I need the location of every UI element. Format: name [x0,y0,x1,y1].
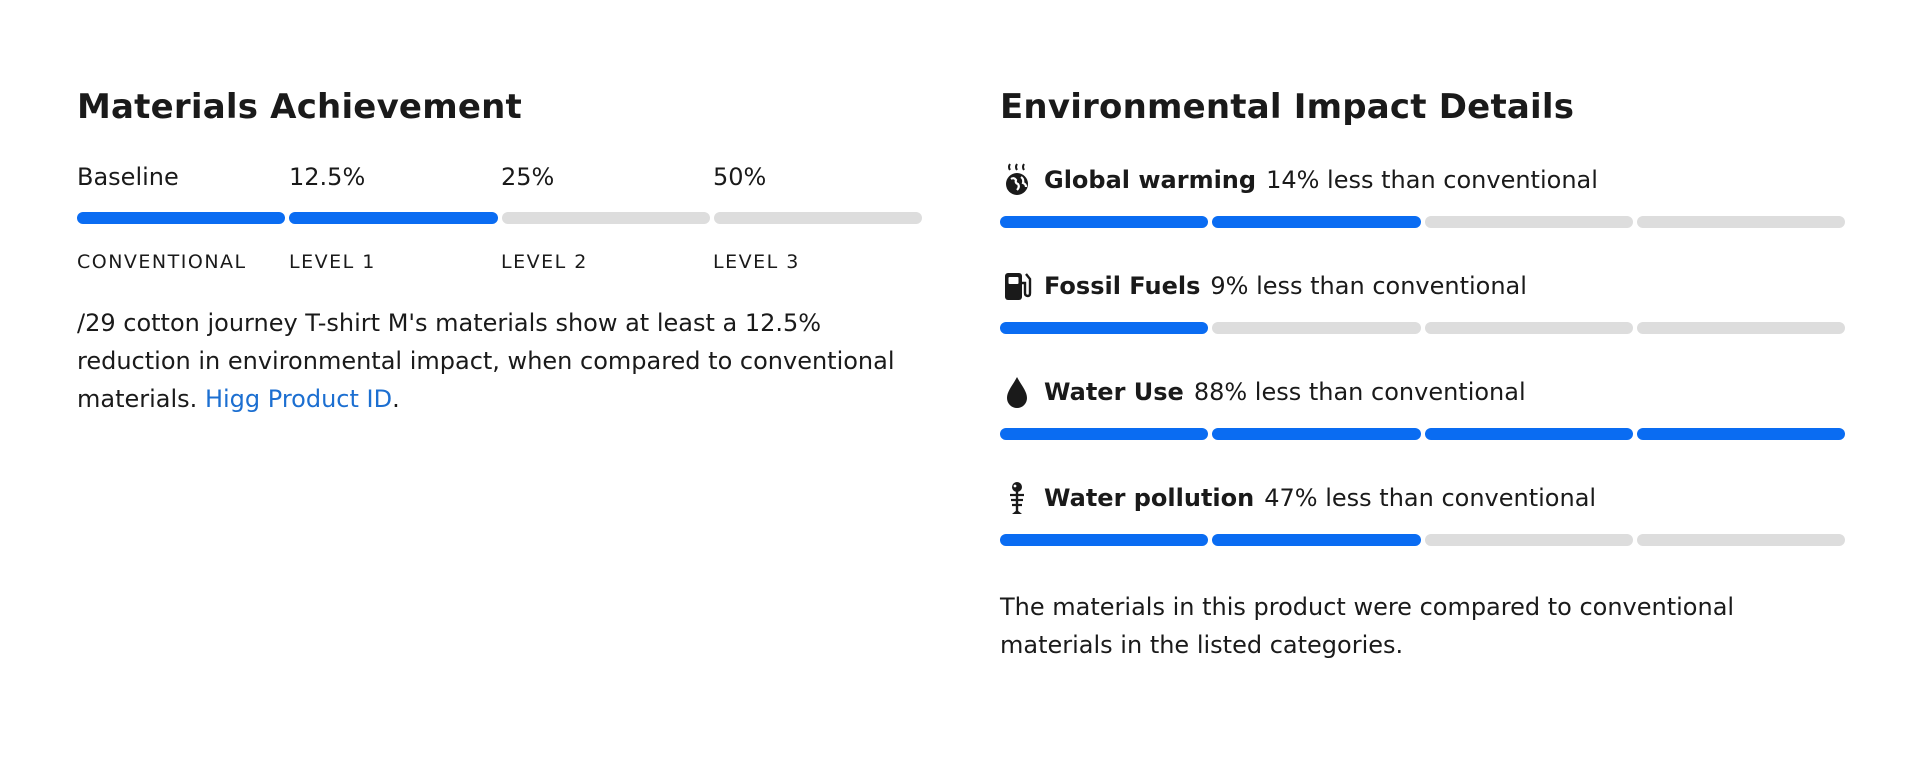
impact-water-pollution: Water pollution 47% less than convention… [1000,478,1845,546]
progress-segment [1424,216,1633,228]
progress-segment [1636,534,1845,546]
progress-segment [1000,216,1209,228]
impact-header: Global warming 14% less than conventiona… [1000,160,1845,200]
description-text: /29 cotton journey T-shirt M's materials… [77,309,895,413]
progress-segment [1424,322,1633,334]
impact-water-use: Water Use 88% less than conventional [1000,372,1845,440]
level-name-3: LEVEL 3 [713,251,800,273]
environmental-impact-section: Environmental Impact Details Global warm… [1000,84,1845,664]
progress-segment [289,212,498,224]
progress-segment [1636,216,1845,228]
progress-segment [1424,534,1633,546]
global-warming-icon [1000,162,1034,198]
impact-name: Water pollution [1044,484,1255,512]
impact-note: The materials in this product were compa… [1000,593,1735,659]
impact-name: Global warming [1044,166,1257,194]
level-name-conventional: CONVENTIONAL [77,251,247,273]
level-name-1: LEVEL 1 [289,251,376,273]
impact-text: 9% less than conventional [1210,272,1527,300]
materials-achievement-section: Materials Achievement Baseline 12.5% 25%… [77,84,922,418]
progress-segment [501,212,710,224]
impact-progress-bar [1000,534,1845,546]
impact-text: 47% less than conventional [1264,484,1597,512]
impact-header: Fossil Fuels 9% less than conventional [1000,266,1845,306]
progress-segment [1636,428,1845,440]
level-value-3: 50% [713,163,767,191]
progress-segment [1636,322,1845,334]
impact-name: Fossil Fuels [1044,272,1201,300]
level-values: Baseline 12.5% 25% 50% [77,160,922,200]
fish-skeleton-icon [1000,480,1034,516]
impact-progress-bar [1000,428,1845,440]
impact-progress-bar [1000,216,1845,228]
progress-segment [1000,322,1209,334]
level-names: CONVENTIONAL LEVEL 1 LEVEL 2 LEVEL 3 [77,248,922,278]
progress-segment [77,212,286,224]
progress-segment [1424,428,1633,440]
impact-title: Environmental Impact Details [1000,87,1575,127]
impact-text: 14% less than conventional [1266,166,1598,194]
progress-segment [1212,534,1421,546]
impact-global-warming: Global warming 14% less than conventiona… [1000,160,1845,228]
level-value-1: 12.5% [289,163,366,191]
progress-segment [1000,534,1209,546]
progress-segment [1212,216,1421,228]
water-drop-icon [1000,374,1034,410]
materials-description: /29 cotton journey T-shirt M's materials… [77,304,917,418]
progress-segment [713,212,922,224]
progress-segment [1000,428,1209,440]
level-name-2: LEVEL 2 [501,251,588,273]
impact-progress-bar [1000,322,1845,334]
progress-segment [1212,322,1421,334]
level-value-baseline: Baseline [77,163,179,191]
materials-title: Materials Achievement [77,87,522,127]
level-value-2: 25% [501,163,555,191]
impact-fossil-fuels: Fossil Fuels 9% less than conventional [1000,266,1845,334]
impact-name: Water Use [1044,378,1184,406]
description-suffix: . [392,385,400,413]
materials-progress-bar [77,212,922,224]
progress-segment [1212,428,1421,440]
impact-header: Water pollution 47% less than convention… [1000,478,1845,518]
higg-product-id-link[interactable]: Higg Product ID [204,385,393,413]
impact-header: Water Use 88% less than conventional [1000,372,1845,412]
impact-text: 88% less than conventional [1193,378,1526,406]
fuel-pump-icon [1000,268,1034,304]
